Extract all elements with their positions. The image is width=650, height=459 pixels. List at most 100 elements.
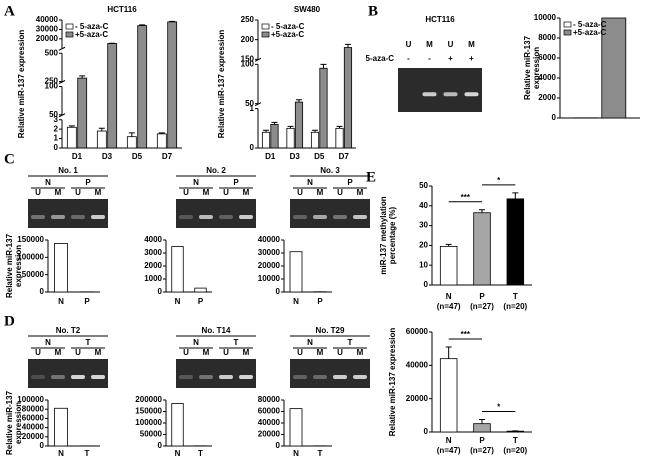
x-tick-label: T — [198, 449, 203, 458]
y-tick-label: 3000 — [144, 248, 162, 257]
y-axis-label: Relative miR-137 expression — [217, 30, 226, 139]
gel-band — [31, 374, 45, 379]
gel-band — [51, 374, 65, 379]
legend-swatch — [563, 29, 572, 36]
x-tick-label: D7 — [162, 152, 173, 161]
bar — [261, 131, 271, 149]
gel-group: P — [233, 178, 239, 187]
x-tick-label: P — [317, 297, 323, 306]
y-tick-label: 20 — [419, 241, 428, 250]
error-bar — [287, 125, 294, 129]
bar — [96, 130, 107, 149]
y-tick-label: 100000 — [135, 418, 162, 427]
chart-title: SW480 — [294, 5, 321, 14]
panel-label: A — [4, 3, 15, 19]
bar — [77, 77, 88, 149]
error-bar — [479, 209, 485, 213]
y-tick-label: 60000 — [406, 327, 429, 336]
bar — [473, 212, 491, 286]
x-tick-label: T — [513, 436, 518, 445]
y-tick-label: 50000 — [22, 270, 45, 279]
gel-image — [28, 359, 108, 388]
x-tick-note: (n=27) — [470, 446, 494, 455]
x-tick-label: N — [293, 449, 299, 458]
gel-group: N — [307, 338, 313, 347]
significance-label: *** — [461, 330, 471, 339]
y-tick-label: 2 — [54, 124, 59, 133]
gel-title: HCT116 — [425, 15, 455, 24]
gel-band — [353, 374, 367, 379]
gel-title: No. 1 — [58, 166, 78, 175]
y-tick-label: 1 — [250, 104, 255, 113]
error-bar — [271, 121, 278, 125]
legend-swatch — [65, 23, 74, 30]
error-bar — [68, 125, 75, 128]
y-tick-label: 40000 — [406, 360, 429, 369]
gel-band — [219, 214, 233, 219]
y-tick-label: 0 — [40, 441, 45, 450]
gel-band — [333, 214, 347, 219]
y-axis-label: Relative miR-137 — [5, 233, 14, 298]
bar — [194, 287, 207, 293]
gel-lane: U — [223, 348, 229, 357]
gel-lane: U — [75, 348, 81, 357]
gel-row-label: 5-aza-C — [366, 54, 395, 63]
gel-band — [199, 374, 213, 379]
error-bar — [336, 125, 343, 129]
gel-lane: U — [75, 188, 81, 197]
y-tick-label: 30000 — [36, 25, 59, 34]
legend-swatch — [563, 21, 572, 28]
error-bar — [479, 419, 485, 424]
gel-band — [199, 214, 213, 219]
legend-swatch — [65, 31, 74, 38]
y-tick-label: 0 — [40, 287, 45, 296]
y-tick-label: 20000 — [406, 394, 429, 403]
gel-group: P — [347, 178, 353, 187]
y-tick-label: 100 — [45, 82, 59, 91]
bar — [473, 423, 491, 433]
y-tick-label: 100 — [241, 59, 255, 68]
gel-image — [176, 199, 256, 228]
legend-swatch — [261, 23, 270, 30]
y-tick-label: 100000 — [17, 395, 44, 404]
gel-lane: U — [297, 348, 303, 357]
y-tick-label: 60000 — [258, 407, 281, 416]
x-tick-note: (n=27) — [470, 302, 494, 311]
x-tick-label: N — [446, 436, 452, 445]
significance-label: *** — [461, 193, 471, 202]
gel-image — [176, 359, 256, 388]
y-tick-label: 200 — [241, 35, 255, 44]
gel-lane: U — [406, 40, 412, 49]
y-tick-label: 40 — [419, 201, 428, 210]
gel-lane: M — [55, 188, 62, 197]
y-axis-label: Relative miR-137 — [5, 390, 14, 455]
x-tick-label: P — [479, 436, 485, 445]
significance-label: * — [497, 176, 501, 185]
y-tick-label: 20000 — [258, 430, 281, 439]
bar — [319, 67, 328, 149]
y-tick-label: 60000 — [22, 414, 45, 423]
panel-label: C — [4, 151, 15, 167]
y-tick-label: 150000 — [17, 235, 44, 244]
x-tick-label: D5 — [132, 152, 143, 161]
y-axis-label: miR-137 methylation — [379, 196, 388, 274]
y-axis-label: expression — [14, 402, 23, 444]
y-tick-label: 100000 — [17, 252, 44, 261]
y-tick-label: 50 — [419, 181, 428, 190]
x-tick-label: D1 — [72, 152, 83, 161]
legend-label: +5-aza-C — [573, 28, 606, 37]
bar — [439, 358, 458, 433]
gel-band — [464, 92, 479, 97]
gel-lane: U — [35, 348, 41, 357]
error-bar — [295, 99, 302, 103]
x-tick-label: D1 — [265, 152, 276, 161]
y-tick-label: 2000 — [144, 261, 162, 270]
y-tick-label: 40000 — [36, 15, 59, 24]
gel-lane: U — [183, 188, 189, 197]
bar — [156, 133, 167, 149]
gel-lane: M — [203, 348, 210, 357]
error-bar — [344, 43, 351, 48]
gel-band — [219, 374, 233, 379]
bar — [439, 245, 458, 286]
